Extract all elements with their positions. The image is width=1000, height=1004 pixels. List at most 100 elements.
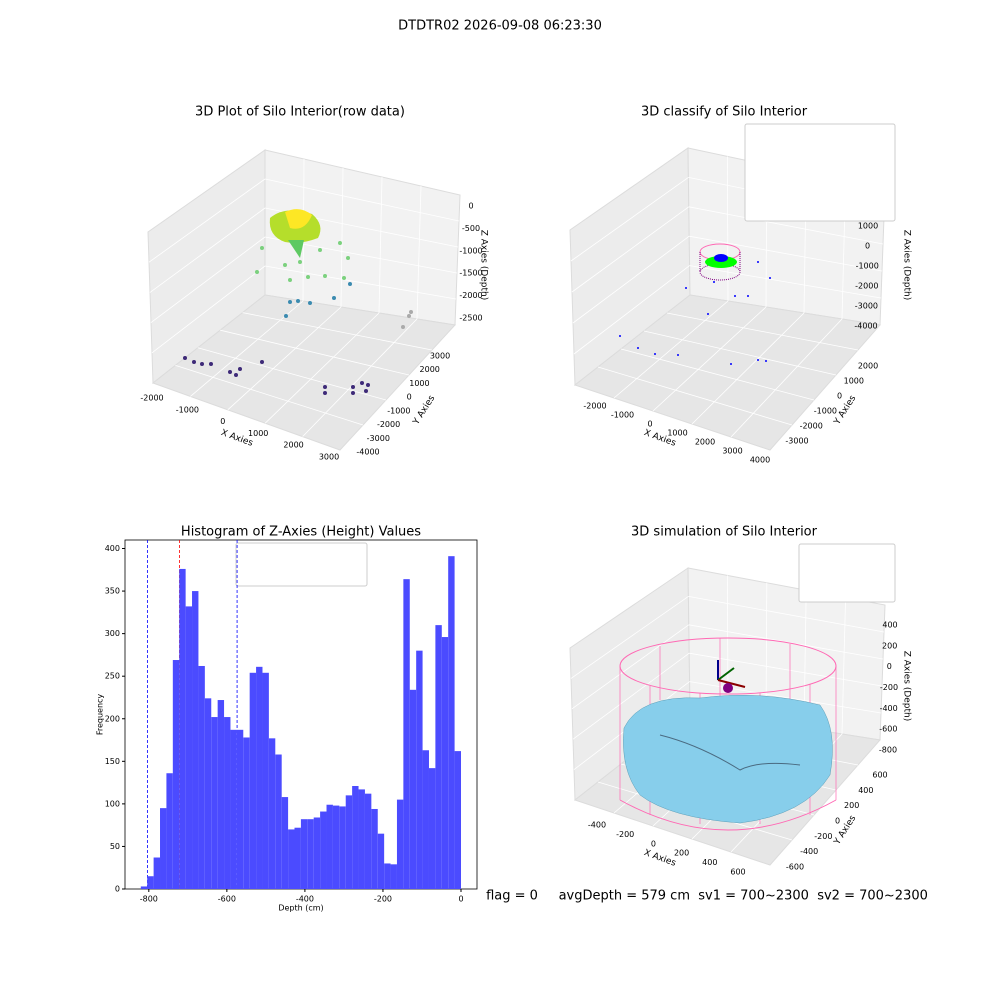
pane-grid bbox=[689, 235, 883, 272]
x-axis-label: Depth (cm) bbox=[278, 904, 323, 913]
figure-title: DTDTR02 2026-09-08 06:23:30 bbox=[398, 19, 602, 34]
bar bbox=[294, 827, 301, 889]
bar bbox=[371, 808, 378, 889]
bar bbox=[275, 754, 282, 889]
legend-box bbox=[798, 543, 896, 603]
legend-box bbox=[235, 542, 368, 587]
x-tick-label: 0 bbox=[647, 420, 652, 429]
z-tick-label: 0 bbox=[865, 242, 870, 251]
bar bbox=[198, 665, 205, 889]
z-tick-label: 1000 bbox=[858, 222, 878, 231]
pane-grid bbox=[688, 596, 885, 633]
bar bbox=[377, 833, 385, 889]
z-tick-label: 0 bbox=[468, 202, 473, 211]
z-tick-label: -2000 bbox=[459, 291, 482, 300]
footer-text: flag = 0 avgDepth = 579 cm sv1 = 700~230… bbox=[486, 889, 928, 904]
x-tick-label: 2000 bbox=[695, 438, 715, 447]
pane-grid bbox=[302, 318, 418, 437]
bar bbox=[140, 886, 148, 889]
x-axis-label: X Axies bbox=[642, 848, 677, 869]
z-tick-label: -3000 bbox=[855, 302, 878, 311]
x-tick-label: -2000 bbox=[583, 402, 606, 411]
bar bbox=[313, 817, 321, 889]
z-tick-label: 200 bbox=[882, 641, 897, 650]
bar bbox=[358, 789, 365, 889]
y-tick-label: -200 bbox=[814, 832, 832, 841]
pane-grid bbox=[378, 176, 383, 314]
y-tick-label: 250 bbox=[105, 672, 120, 681]
y-tick-label: 300 bbox=[105, 629, 120, 638]
y-tick-label: -3000 bbox=[785, 437, 808, 446]
bar bbox=[396, 799, 404, 889]
bar bbox=[339, 806, 346, 889]
bar bbox=[230, 729, 237, 889]
bar bbox=[428, 768, 436, 889]
bar bbox=[268, 738, 276, 889]
x-tick-label: 0 bbox=[458, 895, 463, 904]
decor-1 bbox=[183, 209, 413, 395]
panel-title: 3D classify of Silo Interior bbox=[641, 105, 808, 120]
y-tick-label: 2000 bbox=[420, 365, 440, 374]
x-tick-label: -400 bbox=[296, 895, 314, 904]
y-tick-label: 600 bbox=[872, 771, 887, 780]
bar bbox=[422, 750, 429, 889]
y-tick-label: 1000 bbox=[409, 379, 429, 388]
z-axis-label: Z Axies (Depth) bbox=[479, 230, 489, 301]
y-tick-label: 400 bbox=[858, 786, 873, 795]
pane-grid bbox=[571, 624, 690, 710]
y-tick-label: 50 bbox=[110, 842, 120, 851]
pane-grid bbox=[264, 312, 380, 424]
pane-grid bbox=[571, 206, 690, 293]
bar bbox=[249, 672, 257, 889]
pane-grid bbox=[264, 265, 457, 300]
panel-title: 3D simulation of Silo Interior bbox=[631, 525, 818, 540]
pane-grid bbox=[220, 329, 410, 376]
pane-grid bbox=[652, 306, 767, 412]
bar bbox=[262, 672, 269, 889]
bar bbox=[153, 857, 161, 889]
y-tick-label: -2000 bbox=[377, 420, 400, 429]
z-tick-label: -2000 bbox=[855, 282, 878, 291]
bar bbox=[403, 579, 410, 889]
bar bbox=[345, 795, 353, 889]
y-tick-label: 2000 bbox=[858, 362, 878, 371]
bar bbox=[243, 737, 250, 889]
pane-grid bbox=[570, 177, 689, 262]
y-tick-label: 0 bbox=[837, 392, 842, 401]
z-tick-label: -2500 bbox=[459, 314, 482, 323]
pane-grid bbox=[597, 366, 793, 426]
y-axis-label: Y Axies bbox=[411, 394, 437, 428]
pane-grid bbox=[149, 207, 266, 293]
z-axis-label: Z Axies (Depth) bbox=[902, 230, 912, 301]
y-tick-label: 200 bbox=[844, 801, 859, 810]
pane-grid bbox=[151, 265, 266, 354]
x-tick-label: 1000 bbox=[667, 429, 687, 438]
bar bbox=[307, 819, 314, 889]
z-tick-label: -1500 bbox=[459, 269, 482, 278]
x-tick-label: 200 bbox=[674, 849, 689, 858]
bar bbox=[332, 805, 340, 889]
pane-grid bbox=[264, 178, 460, 222]
y-tick-label: 100 bbox=[105, 799, 120, 808]
bar bbox=[352, 786, 359, 889]
bar bbox=[384, 863, 391, 889]
bar bbox=[448, 556, 455, 889]
bar bbox=[204, 698, 212, 889]
y-tick-label: 350 bbox=[105, 587, 120, 596]
pane-grid bbox=[691, 312, 805, 425]
y-tick-label: 150 bbox=[105, 757, 120, 766]
bar bbox=[236, 729, 244, 889]
z-tick-label: -500 bbox=[462, 224, 480, 233]
z-tick-label: -800 bbox=[879, 746, 897, 755]
y-tick-label: 200 bbox=[105, 714, 120, 723]
pane-grid bbox=[340, 167, 344, 308]
z-tick-label: -1000 bbox=[459, 246, 482, 255]
z-tick-label: -600 bbox=[879, 725, 897, 734]
pane-grid bbox=[730, 318, 843, 438]
z-tick-label: -200 bbox=[880, 683, 898, 692]
x-tick-label: -1000 bbox=[176, 405, 199, 414]
y-tick-label: -1000 bbox=[387, 406, 410, 415]
y-tick-label: -600 bbox=[786, 863, 804, 872]
pane-grid bbox=[613, 300, 729, 399]
